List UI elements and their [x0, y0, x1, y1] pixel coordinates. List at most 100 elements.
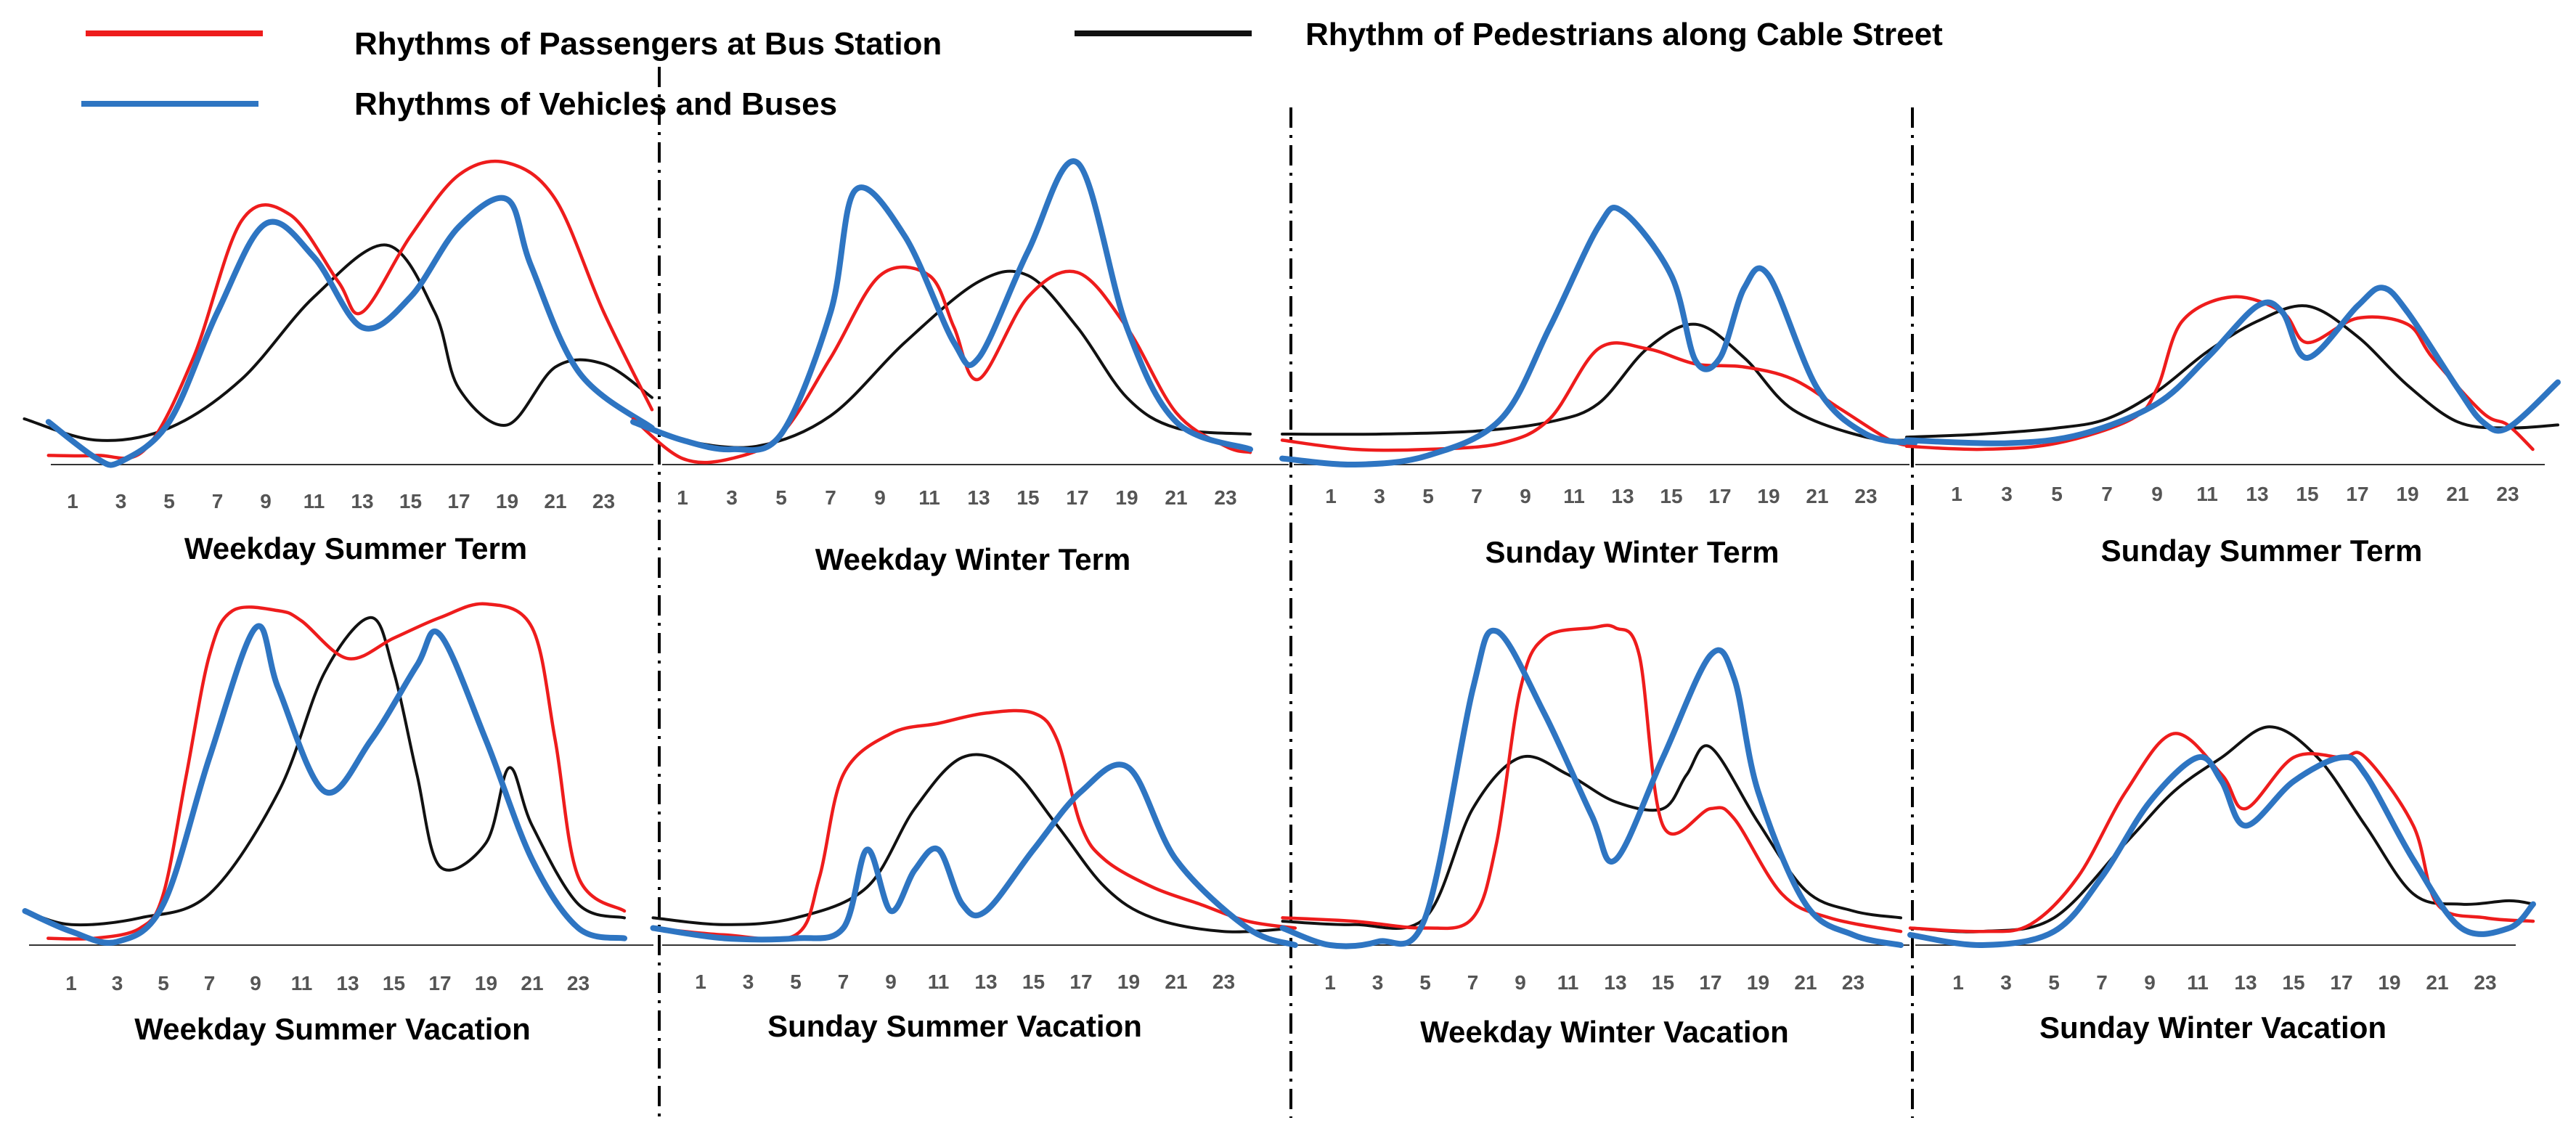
x-tick-label: 19 [2378, 971, 2400, 994]
x-tick-label: 9 [1520, 485, 1531, 507]
x-tick-label: 19 [1117, 971, 1140, 993]
x-tick-label: 11 [928, 971, 950, 993]
legend-label-pedestrians: Rhythm of Pedestrians along Cable Street [1305, 17, 1943, 52]
x-tick-label: 15 [1022, 971, 1045, 993]
series-passengers-weekday-winter-term [631, 265, 1252, 465]
x-tick-label: 21 [1794, 971, 1817, 994]
x-tick-label: 13 [967, 486, 990, 509]
panel-title-weekday-summer-vacation: Weekday Summer Vacation [134, 1012, 530, 1046]
x-tick-label: 15 [1660, 485, 1682, 507]
x-tick-label: 17 [2330, 971, 2352, 994]
x-tick-label: 1 [1952, 971, 1964, 994]
x-tick-label: 23 [1212, 971, 1235, 993]
x-tick-label: 21 [544, 490, 566, 512]
series-vehicles-sunday-summer-vacation [650, 761, 1298, 948]
x-tick-label: 17 [447, 490, 470, 512]
x-tick-label: 17 [1699, 971, 1721, 994]
x-tick-label: 1 [695, 971, 706, 993]
x-tick-label: 3 [726, 486, 738, 509]
x-tick-label: 19 [475, 972, 497, 994]
x-tick-label: 21 [2446, 483, 2469, 505]
panel-title-sunday-winter-term: Sunday Winter Term [1485, 535, 1780, 569]
series-pedestrians-weekday-summer-term [23, 243, 653, 442]
series-vehicles-weekday-winter-term [630, 158, 1253, 454]
series-vehicles-weekday-winter-vacation [1279, 627, 1904, 949]
x-tick-label: 9 [885, 971, 897, 993]
x-tick-label: 7 [2096, 971, 2108, 994]
x-tick-label: 9 [874, 486, 886, 509]
x-tick-label: 9 [2151, 483, 2163, 505]
series-passengers-weekday-winter-vacation [1281, 624, 1903, 933]
x-tick-label: 13 [351, 490, 373, 512]
x-tick-label: 9 [260, 490, 272, 512]
panel-title-sunday-summer-vacation: Sunday Summer Vacation [767, 1009, 1142, 1043]
x-tick-label: 15 [1652, 971, 1674, 994]
x-tick-label: 17 [2346, 483, 2368, 505]
x-tick-label: 17 [1069, 971, 1092, 993]
x-tick-label: 5 [158, 972, 169, 994]
x-tick-label: 13 [1604, 971, 1626, 994]
x-tick-label: 17 [1708, 485, 1731, 507]
legend-label-passengers: Rhythms of Passengers at Bus Station [354, 26, 942, 62]
x-tick-label: 19 [2396, 483, 2418, 505]
x-tick-label: 11 [1563, 485, 1585, 507]
x-tick-label: 1 [677, 486, 688, 509]
x-tick-label: 23 [1214, 486, 1236, 509]
x-tick-label: 19 [1747, 971, 1769, 994]
x-tick-label: 15 [1016, 486, 1039, 509]
series-passengers-sunday-summer-vacation [651, 708, 1297, 941]
series-passengers-weekday-summer-vacation [46, 602, 627, 941]
series-pedestrians-sunday-summer-vacation [651, 753, 1297, 933]
x-tick-label: 21 [1165, 971, 1187, 993]
x-tick-label: 9 [1515, 971, 1526, 994]
x-tick-label: 5 [775, 486, 787, 509]
x-tick-label: 9 [2144, 971, 2156, 994]
x-tick-label: 21 [2426, 971, 2448, 994]
x-tick-label: 23 [2496, 483, 2519, 505]
x-tick-label: 3 [112, 972, 123, 994]
x-tick-label: 23 [1842, 971, 1864, 994]
x-tick-label: 19 [1757, 485, 1780, 507]
series-pedestrians-sunday-summer-term [1905, 304, 2559, 439]
series-vehicles-sunday-winter-vacation [1907, 753, 2536, 949]
panel-title-sunday-summer-term: Sunday Summer Term [2101, 534, 2423, 568]
x-tick-label: 9 [250, 972, 261, 994]
x-tick-label: 3 [743, 971, 754, 993]
x-tick-label: 3 [1372, 971, 1384, 994]
series-passengers-sunday-summer-term [1904, 295, 2535, 452]
x-tick-label: 1 [67, 490, 78, 512]
x-tick-label: 3 [2000, 971, 2012, 994]
x-tick-label: 17 [428, 972, 451, 994]
x-tick-label: 5 [1422, 485, 1434, 507]
x-tick-label: 1 [1951, 483, 1962, 505]
x-tick-label: 15 [2296, 483, 2318, 505]
x-tick-label: 13 [2246, 483, 2268, 505]
series-vehicles-weekday-summer-vacation [22, 623, 627, 946]
x-tick-label: 15 [399, 490, 422, 512]
x-tick-label: 3 [1374, 485, 1385, 507]
series-pedestrians-weekday-summer-vacation [23, 616, 626, 927]
x-tick-label: 13 [974, 971, 997, 993]
series-vehicles-sunday-winter-term [1279, 205, 1917, 468]
x-tick-label: 15 [2282, 971, 2304, 994]
x-tick-label: 5 [2048, 971, 2060, 994]
x-tick-label: 11 [303, 490, 325, 512]
x-tick-label: 15 [383, 972, 405, 994]
series-passengers-sunday-winter-term [1280, 341, 1917, 452]
x-tick-label: 1 [1324, 971, 1336, 994]
x-tick-label: 21 [521, 972, 543, 994]
x-tick-label: 13 [2234, 971, 2257, 994]
x-tick-label: 19 [1115, 486, 1138, 509]
x-tick-label: 3 [115, 490, 127, 512]
x-tick-label: 19 [496, 490, 518, 512]
x-tick-label: 7 [212, 490, 224, 512]
x-tick-label: 13 [1611, 485, 1634, 507]
panel-title-weekday-winter-vacation: Weekday Winter Vacation [1420, 1015, 1789, 1049]
x-tick-label: 3 [2001, 483, 2013, 505]
panel-title-weekday-summer-term: Weekday Summer Term [184, 531, 527, 565]
x-tick-labels: 1 3 5 7 9 11 13 15 17 19 21 23 1 3 5 7 9 11 13 15 17 19 21 23 1 3… [65, 483, 2519, 994]
x-tick-label: 5 [2051, 483, 2063, 505]
x-tick-label: 7 [838, 971, 849, 993]
series-vehicles-weekday-summer-term [45, 195, 655, 468]
